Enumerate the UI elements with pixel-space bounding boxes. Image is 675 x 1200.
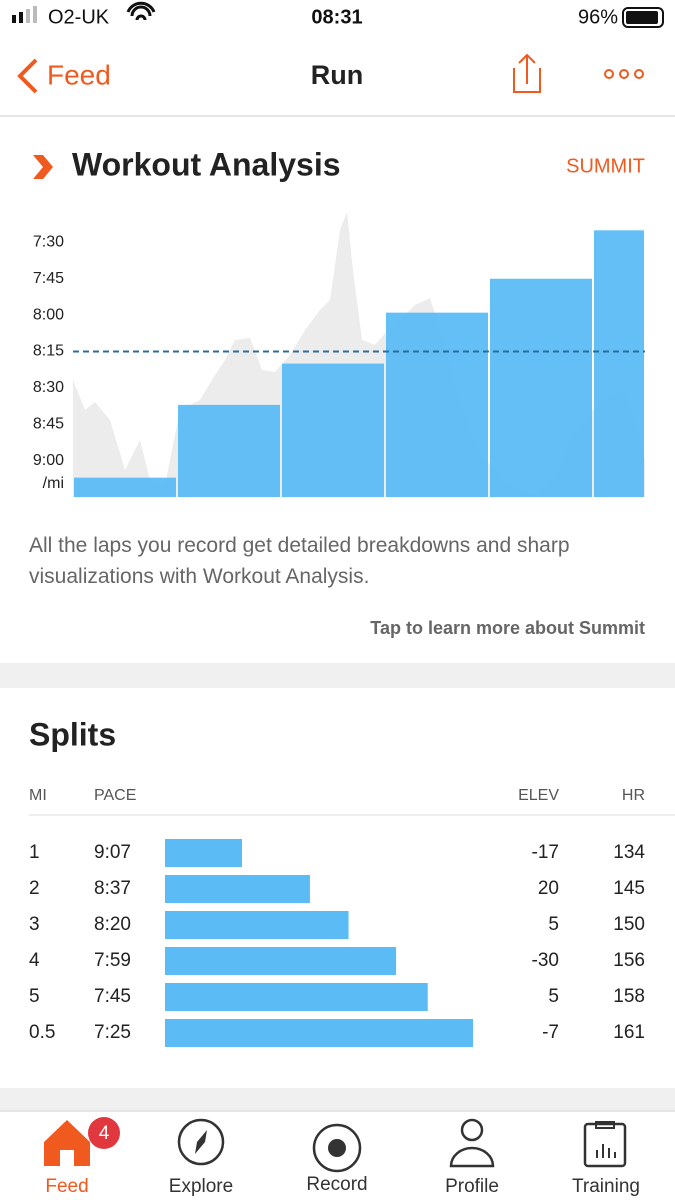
column-header: ELEV <box>518 787 559 804</box>
record-dot <box>328 1139 346 1157</box>
split-cell: 8:37 <box>94 878 131 899</box>
split-bar <box>165 875 310 903</box>
split-cell: 5 <box>548 986 559 1007</box>
section-gap <box>0 663 675 688</box>
badge <box>88 1117 120 1149</box>
split-bar <box>165 1019 473 1047</box>
y-tick-label: 8:45 <box>33 415 64 432</box>
split-cell: 7:59 <box>94 950 131 971</box>
badge-count: 4 <box>99 1123 110 1144</box>
split-bar <box>165 839 242 867</box>
nav-title: Run <box>311 60 363 90</box>
split-cell: 5 <box>548 914 559 935</box>
lap-bar <box>74 477 176 497</box>
battery-level <box>626 11 658 24</box>
signal <box>19 12 23 23</box>
split-bar <box>165 947 397 975</box>
split-cell: 4 <box>29 950 40 971</box>
split-cell: 9:07 <box>94 842 131 863</box>
tab-bar: 4 Feed Explore Record Profile Training <box>0 1110 675 1197</box>
split-cell: -7 <box>542 1022 559 1043</box>
lap-chart: 7:30 7:45 8:00 8:15 8:30 8:45 9:00 <box>33 230 645 497</box>
training-glyph <box>595 1121 616 1158</box>
battery-text: 96% <box>578 6 618 28</box>
feed-icon[interactable] <box>44 1120 90 1166</box>
y-unit: /mi <box>43 475 64 492</box>
split-cell: 2 <box>29 878 40 899</box>
signal <box>33 6 37 23</box>
section-title: Workout Analysis <box>72 146 341 182</box>
summit-badge[interactable]: SUMMIT <box>566 155 645 177</box>
split-cell: 8:20 <box>94 914 131 935</box>
y-tick-label: 9:00 <box>33 452 64 469</box>
wifi <box>126 1 156 21</box>
learn-more-link[interactable]: Tap to learn more about Summit <box>370 618 645 638</box>
tab-label[interactable]: Explore <box>169 1176 233 1197</box>
split-cell: 134 <box>613 842 645 863</box>
split-cell: 161 <box>613 1022 645 1043</box>
workout-section: Workout Analysis SUMMIT /mi 7:30 7:45 8:00… <box>29 146 645 638</box>
split-cell: -30 <box>532 950 559 971</box>
split-cell: 145 <box>613 878 645 899</box>
lap-bar <box>386 312 488 497</box>
back-icon[interactable] <box>17 58 38 94</box>
profile-body <box>449 1146 495 1168</box>
split-cell: 7:45 <box>94 986 131 1007</box>
split-cell: 3 <box>29 914 40 935</box>
tab-label[interactable]: Training <box>572 1176 640 1197</box>
explore-icon[interactable] <box>177 1118 225 1166</box>
split-cell: 5 <box>29 986 40 1007</box>
battery <box>622 7 664 28</box>
signal <box>26 9 30 23</box>
lap-bar <box>178 404 280 497</box>
compass-needle <box>195 1130 207 1154</box>
status-bar: O2-UK 08:31 96% <box>12 1 664 28</box>
column-header: HR <box>622 787 645 804</box>
clock: 08:31 <box>311 6 362 28</box>
splits-title: Splits <box>29 716 116 752</box>
description-box: All the laps you record get detailed bre… <box>29 534 570 588</box>
split-cell: 0.5 <box>29 1022 55 1043</box>
section-gap <box>0 1088 675 1110</box>
column-header: PACE <box>94 787 136 804</box>
training-icon[interactable] <box>583 1122 627 1168</box>
tab-label[interactable]: Profile <box>445 1176 499 1197</box>
back-button[interactable]: Feed <box>47 59 111 90</box>
split-cell: -17 <box>532 842 559 863</box>
split-bar <box>165 983 428 1011</box>
y-tick-label: 8:15 <box>33 343 64 360</box>
more-icon[interactable] <box>604 69 644 79</box>
nav-bar: Feed Run <box>0 53 675 117</box>
splits-section: Splits MI PACE ELEV HR 1 9:07 -17 134 2 8:37 20 145… <box>29 716 675 1047</box>
column-header: MI <box>29 787 47 804</box>
carrier: O2-UK <box>48 6 110 28</box>
split-cell: 150 <box>613 914 645 935</box>
split-cell: 7:25 <box>94 1022 131 1043</box>
split-cell: 156 <box>613 950 645 971</box>
description: All the laps you record get detailed bre… <box>29 534 570 588</box>
y-tick-label: 8:30 <box>33 379 64 396</box>
split-cell: 158 <box>613 986 645 1007</box>
lap-bar <box>282 363 384 497</box>
split-cell: 1 <box>29 842 40 863</box>
tab-label[interactable]: Feed <box>45 1176 88 1197</box>
lap-bar <box>594 230 644 497</box>
tab-label[interactable]: Record <box>306 1174 367 1195</box>
record-icon[interactable] <box>312 1123 362 1173</box>
y-tick-label: 7:45 <box>33 270 64 287</box>
summit-icon <box>33 155 53 179</box>
split-bar <box>165 911 349 939</box>
y-tick-label: 7:30 <box>33 234 64 251</box>
split-cell: 20 <box>538 878 559 899</box>
share-icon[interactable] <box>513 53 541 93</box>
profile-icon[interactable] <box>460 1118 484 1142</box>
lap-bar <box>490 278 592 497</box>
signal <box>12 15 16 23</box>
y-tick-label: 8:00 <box>33 306 64 323</box>
